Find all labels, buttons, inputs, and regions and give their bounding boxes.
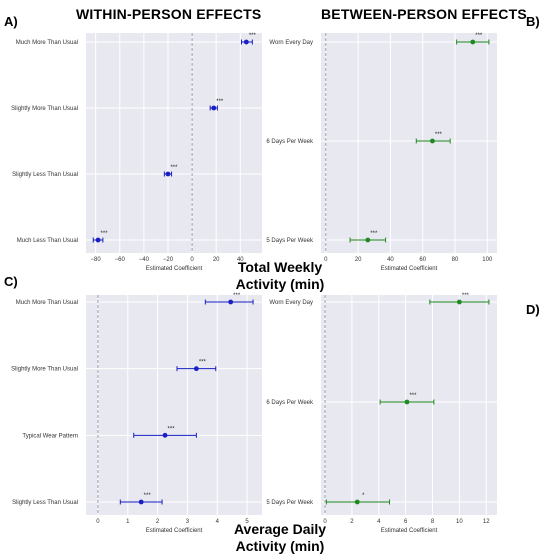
point-a-3 [95,237,101,243]
y-tick-label-b-0: Worn Every Day [269,40,313,46]
x-tick-label-a-0: −80 [91,257,102,263]
point-d-2 [354,499,360,505]
y-tick-label-c-3: Slightly Less Than Usual [12,500,78,506]
plot-area-d [321,295,497,515]
x-axis-label-a: Estimated Coefficient [146,266,203,272]
point-b-0 [470,39,476,45]
x-tick-label-c-4: 4 [216,519,220,525]
y-tick-label-b-2: 5 Days Per Week [266,238,314,244]
x-tick-label-d-3: 6 [404,519,408,525]
significance-label-a-2: *** [170,165,178,171]
x-tick-label-c-1: 1 [126,519,130,525]
panel-letter-c: C) [4,274,18,289]
significance-label-b-1: *** [435,132,443,138]
significance-label-d-2: * [362,493,365,499]
significance-label-d-1: *** [409,393,417,399]
significance-label-b-2: *** [370,231,378,237]
x-axis-label-c: Estimated Coefficient [146,528,203,534]
point-b-1 [430,138,435,144]
x-tick-label-b-4: 80 [452,257,459,263]
significance-label-a-1: *** [216,99,224,105]
panel-letter-b: B) [526,14,540,29]
row-title-bottom-line1: Average Daily [233,521,327,537]
y-tick-label-d-2: 5 Days Per Week [266,500,314,506]
significance-label-a-3: *** [101,231,109,237]
significance-label-d-0: *** [462,293,470,299]
x-tick-label-d-0: 0 [323,519,327,525]
x-tick-label-a-3: −20 [163,257,174,263]
row-title-bottom-line2: Activity (min) [235,538,325,554]
point-a-0 [243,39,249,45]
y-tick-label-c-1: Slightly More Than Usual [11,367,78,373]
panel-letter-a: A) [4,14,18,29]
significance-label-c-2: *** [168,426,176,432]
x-tick-label-b-2: 40 [387,257,394,263]
y-tick-label-c-2: Typical Wear Pattern [22,433,78,439]
x-axis-label-b: Estimated Coefficient [381,266,438,272]
point-d-0 [456,299,462,305]
x-tick-label-b-3: 60 [419,257,426,263]
x-axis-label-d: Estimated Coefficient [381,528,438,534]
x-tick-label-b-5: 100 [482,257,493,263]
x-tick-label-a-5: 20 [213,257,220,263]
point-c-0 [228,299,234,305]
x-tick-label-a-1: −60 [115,257,126,263]
significance-label-b-0: *** [475,33,483,39]
row-title-top-line1: Total Weekly [237,259,323,275]
y-tick-label-c-0: Much More Than Usual [16,300,78,306]
y-tick-label-a-2: Slightly Less Than Usual [12,172,78,178]
significance-label-c-1: *** [199,360,207,366]
y-tick-label-d-1: 6 Days Per Week [266,400,314,406]
point-c-3 [138,499,144,505]
point-b-2 [365,237,371,243]
point-a-2 [165,171,171,177]
y-tick-label-a-1: Slightly More Than Usual [11,106,78,112]
significance-label-c-0: *** [233,293,241,299]
x-tick-label-a-6: 40 [237,257,244,263]
x-tick-label-b-0: 0 [324,257,328,263]
row-title-bottom: Average Daily Activity (min) [205,521,355,555]
x-tick-label-d-2: 4 [377,519,381,525]
plot-area-a [86,33,262,253]
y-tick-label-a-0: Much More Than Usual [16,40,78,46]
point-a-1 [211,105,217,111]
right-column-title: BETWEEN-PERSON EFFECTS [321,6,527,22]
y-tick-label-b-1: 6 Days Per Week [266,139,314,145]
x-tick-label-d-1: 2 [350,519,354,525]
x-tick-label-c-5: 5 [245,519,249,525]
x-tick-label-d-4: 8 [431,519,435,525]
point-d-1 [404,399,410,405]
x-tick-label-d-6: 12 [483,519,490,525]
row-title-top: Total Weekly Activity (min) [205,259,355,293]
left-column-title: WITHIN-PERSON EFFECTS [76,6,262,22]
point-c-1 [193,366,199,372]
significance-label-a-0: *** [249,33,257,39]
x-tick-label-c-0: 0 [96,519,100,525]
plot-area-c [86,295,262,515]
significance-label-c-3: *** [144,493,152,499]
x-tick-label-d-5: 10 [456,519,463,525]
plot-area-b [321,33,497,253]
y-tick-label-d-0: Worn Every Day [269,300,313,306]
row-title-top-line2: Activity (min) [235,276,325,292]
point-c-2 [162,432,168,438]
y-tick-label-a-3: Much Less Than Usual [17,238,78,244]
x-tick-label-a-4: 0 [190,257,194,263]
panel-letter-d: D) [526,302,540,317]
x-tick-label-c-3: 3 [186,519,190,525]
x-tick-label-a-2: −40 [139,257,150,263]
x-tick-label-c-2: 2 [156,519,160,525]
x-tick-label-b-1: 20 [355,257,362,263]
